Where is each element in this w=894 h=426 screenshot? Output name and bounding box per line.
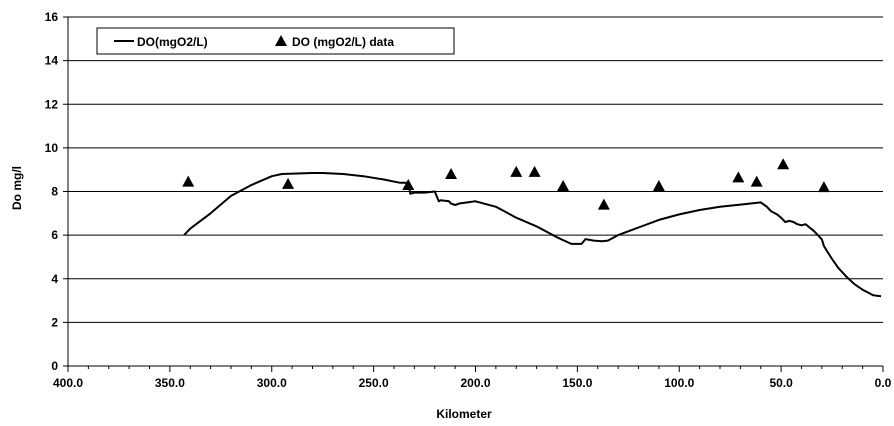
data-point-triangle <box>445 168 458 180</box>
data-point-triangle <box>182 175 195 187</box>
x-tick-label: 0.0 <box>875 376 892 390</box>
x-tick-label: 350.0 <box>155 376 185 390</box>
y-axis-title: Do mg/l <box>10 166 24 210</box>
data-point-triangle <box>402 178 415 190</box>
x-tick-label: 50.0 <box>769 376 793 390</box>
data-point-triangle <box>817 181 830 193</box>
legend: DO(mgO2/L) DO (mgO2/L) data <box>96 27 455 55</box>
legend-triangle-swatch <box>275 35 287 46</box>
data-point-triangle <box>732 171 745 183</box>
y-tick-label: 8 <box>51 185 58 199</box>
x-tick-label: 150.0 <box>562 376 592 390</box>
x-tick-label: 200.0 <box>460 376 490 390</box>
legend-scatter-label: DO (mgO2/L) data <box>292 35 394 49</box>
y-tick-label: 2 <box>51 315 58 329</box>
data-point-triangle <box>510 165 523 177</box>
y-tick-label: 16 <box>45 10 59 24</box>
legend-line-label: DO(mgO2/L) <box>137 35 208 49</box>
y-tick-label: 14 <box>45 54 59 68</box>
axes <box>63 16 884 372</box>
y-tick-label: 12 <box>45 97 59 111</box>
data-point-triangle <box>528 165 541 177</box>
data-point-triangle <box>597 198 610 210</box>
y-tick-label: 0 <box>51 359 58 373</box>
x-tick-label: 300.0 <box>257 376 287 390</box>
legend-box <box>96 27 455 55</box>
series-layer <box>182 158 882 298</box>
y-tick-label: 4 <box>51 272 58 286</box>
data-point-triangle <box>557 180 570 192</box>
x-axis-title: Kilometer <box>436 407 492 421</box>
series-line-do <box>183 172 882 298</box>
data-point-triangle <box>777 158 790 170</box>
x-tick-label: 250.0 <box>359 376 389 390</box>
y-tick-label: 6 <box>51 228 58 242</box>
x-tick-label: 400.0 <box>53 376 83 390</box>
gridlines <box>68 16 883 323</box>
data-point-triangle <box>652 180 665 192</box>
data-point-triangle <box>282 177 295 189</box>
data-point-triangle <box>750 175 763 187</box>
x-tick-label: 100.0 <box>664 376 694 390</box>
y-tick-label: 10 <box>45 141 59 155</box>
tick-labels: 0 2 4 6 8 10 12 14 16 400.0 350.0 300.0 250.0 200.0 15… <box>45 10 892 390</box>
